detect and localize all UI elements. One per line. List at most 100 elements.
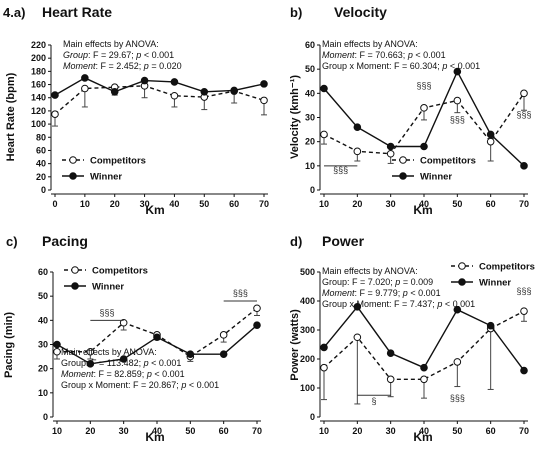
legend-label: Winner xyxy=(90,172,122,183)
significance-mark: §§§ xyxy=(99,308,114,318)
x-tick-label: 30 xyxy=(119,426,129,436)
y-tick-label: 50 xyxy=(38,291,48,301)
point-competitors xyxy=(386,375,395,384)
point-winner xyxy=(186,350,195,358)
point-competitors xyxy=(520,307,528,315)
point-winner xyxy=(170,78,179,86)
y-tick-label: 100 xyxy=(31,119,46,129)
x-tick-label: 50 xyxy=(452,199,462,209)
x-tick-label: 70 xyxy=(259,199,269,209)
y-tick-label: 40 xyxy=(36,159,46,169)
point-competitors xyxy=(386,149,395,158)
x-axis-label: Km xyxy=(145,203,164,217)
y-tick-label: 20 xyxy=(305,137,315,147)
point-competitors xyxy=(453,358,462,366)
point-competitors xyxy=(119,318,128,327)
y-tick-label: 160 xyxy=(31,80,46,90)
panel-title: Power xyxy=(322,233,365,249)
anova-line: Group: F = 7.020; p = 0.009 xyxy=(322,277,433,287)
point-competitors xyxy=(81,84,89,93)
y-axis-label: Power (watts) xyxy=(289,309,301,381)
anova-line: Group: F = 113.482; p < 0.001 xyxy=(61,358,181,368)
anova-line: Main effects by ANOVA: xyxy=(63,39,159,49)
y-tick-label: 30 xyxy=(38,340,48,350)
x-tick-label: 40 xyxy=(152,426,162,436)
point-competitors xyxy=(51,110,59,119)
point-winner xyxy=(140,76,149,85)
x-tick-label: 70 xyxy=(252,426,262,436)
point-competitors xyxy=(353,147,362,156)
anova-line: Moment: F = 82.859; p < 0.001 xyxy=(61,369,185,379)
point-winner xyxy=(420,363,428,372)
point-competitors xyxy=(353,333,362,342)
y-axis-label: Pacing (min) xyxy=(3,312,15,378)
y-tick-label: 220 xyxy=(31,40,46,50)
point-winner xyxy=(520,366,528,375)
panel-title: Pacing xyxy=(42,233,88,249)
point-competitors xyxy=(320,130,328,139)
y-axis-label: Velocity (kmh⁻¹) xyxy=(289,75,301,159)
point-winner xyxy=(320,84,328,93)
y-tick-label: 60 xyxy=(38,267,48,277)
legend-marker xyxy=(399,156,407,164)
y-tick-label: 180 xyxy=(31,66,46,76)
point-winner xyxy=(320,343,328,352)
y-tick-label: 80 xyxy=(36,132,46,142)
point-winner xyxy=(153,333,161,342)
legend-marker xyxy=(399,172,407,180)
y-tick-label: 50 xyxy=(305,64,315,74)
point-competitors xyxy=(420,375,428,384)
point-winner xyxy=(260,80,268,88)
anova-line: Group x Moment: F = 7.437; p < 0.001 xyxy=(322,299,475,309)
anova-line: Moment: F = 2.452; p = 0.020 xyxy=(63,61,182,71)
point-winner xyxy=(353,303,362,311)
legend-marker xyxy=(458,278,466,286)
x-tick-label: 40 xyxy=(419,199,429,209)
x-tick-label: 10 xyxy=(52,426,62,436)
legend-label: Winner xyxy=(420,172,452,183)
x-tick-label: 60 xyxy=(229,199,239,209)
point-competitors xyxy=(320,363,328,372)
x-tick-label: 60 xyxy=(219,426,229,436)
x-tick-label: 50 xyxy=(185,426,195,436)
point-winner xyxy=(453,305,462,314)
x-tick-label: 50 xyxy=(452,426,462,436)
point-winner xyxy=(453,67,462,76)
x-tick-label: 50 xyxy=(199,199,209,209)
point-winner xyxy=(51,91,59,99)
x-axis-label: Km xyxy=(413,203,432,217)
y-tick-label: 10 xyxy=(38,388,48,398)
point-competitors xyxy=(253,304,261,313)
significance-mark: §§§ xyxy=(450,393,465,403)
point-winner xyxy=(119,355,128,363)
significance-mark: §§§ xyxy=(333,165,348,175)
legend-marker xyxy=(71,282,79,290)
significance-mark: §§§ xyxy=(450,114,465,124)
y-tick-label: 20 xyxy=(36,172,46,182)
x-tick-label: 30 xyxy=(386,199,396,209)
y-tick-label: 140 xyxy=(31,93,46,103)
anova-line: Group x Moment: F = 20.867; p < 0.001 xyxy=(61,380,219,390)
point-winner xyxy=(81,74,89,82)
point-competitors xyxy=(170,91,179,100)
significance-mark: §§§ xyxy=(516,110,531,120)
panel-title: Velocity xyxy=(334,4,387,20)
y-tick-label: 0 xyxy=(43,412,48,422)
panel-4: d) Power 0 100 200 300 400 500 10 20 30 40 50 60 70 Km P… xyxy=(289,233,535,444)
x-axis-label: Km xyxy=(145,430,164,444)
y-tick-label: 0 xyxy=(310,412,315,422)
y-tick-label: 40 xyxy=(305,88,315,98)
point-competitors xyxy=(420,104,428,112)
panel-3: c) Pacing 0 10 20 30 40 50 60 10 20 30 40 50 60 70 Km Pac… xyxy=(3,233,262,444)
x-tick-label: 0 xyxy=(52,199,57,209)
anova-line: Group x Moment: F = 60.304; p < 0.001 xyxy=(322,61,480,71)
point-competitors xyxy=(86,347,95,356)
y-tick-label: 30 xyxy=(305,113,315,123)
anova-line: Main effects by ANOVA: xyxy=(322,266,418,276)
significance-mark: §§§ xyxy=(516,286,531,296)
point-winner xyxy=(110,87,119,96)
x-tick-label: 60 xyxy=(486,199,496,209)
point-winner xyxy=(53,340,61,349)
